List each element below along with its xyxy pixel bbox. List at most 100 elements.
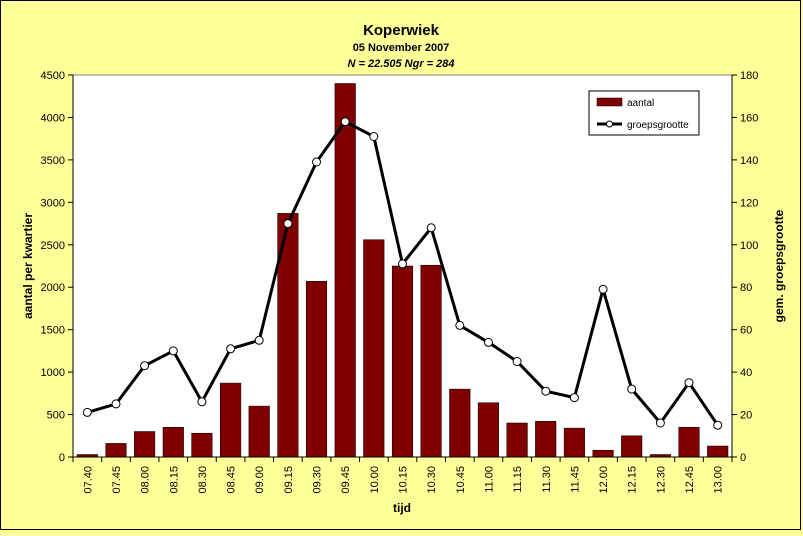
x-tick-label: 07.40: [82, 466, 94, 494]
groepsgrootte-point-11.00: [484, 337, 493, 347]
groepsgrootte-point-13.00: [713, 420, 723, 430]
bar-10.15: [391, 265, 414, 458]
groepsgrootte-point-09.15: [283, 219, 293, 229]
bar-10.00: [363, 239, 385, 458]
x-tick-label: 12.00: [598, 466, 610, 494]
groepsgrootte-point-12.15: [627, 384, 637, 394]
y2-tick-label: 180: [740, 70, 758, 82]
y2-tick-label: 60: [740, 325, 752, 337]
bar-11.15: [506, 422, 528, 458]
groepsgrootte-point-12.00: [598, 284, 608, 294]
y2-tick-label: 100: [740, 240, 758, 252]
y-tick-label: 500: [47, 410, 65, 422]
bar-09.00: [248, 405, 270, 458]
y-tick-label: 2500: [41, 240, 65, 252]
bar-12.15: [621, 435, 643, 458]
groepsgrootte-point-10.45: [455, 320, 465, 330]
groepsgrootte-point-12.45: [684, 378, 694, 388]
legend-swatch-aantal: [596, 97, 623, 107]
groepsgrootte-point-09.00: [254, 335, 264, 345]
groepsgrootte-point-07.40: [82, 407, 92, 417]
y2-tick-label: 140: [740, 155, 758, 167]
groepsgrootte-point-08.00: [140, 361, 150, 371]
groepsgrootte-point-11.30: [541, 386, 551, 396]
x-tick-label: 10.45: [455, 466, 467, 494]
legend-marker-groepsgrootte: [606, 120, 613, 128]
y2-tick-label: 120: [740, 197, 758, 209]
y-tick-label: 4500: [41, 70, 65, 82]
groepsgrootte-point-09.30: [312, 157, 321, 167]
y2-tick-label: 20: [740, 410, 752, 422]
x-tick-label: 07.45: [111, 466, 123, 494]
groepsgrootte-point-08.15: [168, 346, 178, 356]
groepsgrootte-point-08.45: [226, 344, 236, 354]
legend: aantal groepsgrootte: [588, 90, 700, 136]
y-axis-label: aantal per kwartier: [21, 213, 35, 319]
groepsgrootte-point-12.30: [655, 418, 665, 428]
groepsgrootte-point-09.45: [340, 117, 350, 127]
y-tick-label: 3500: [41, 155, 65, 167]
y2-axis-label: gem. groepsgrootte: [772, 209, 786, 322]
bar-11.30: [535, 421, 557, 458]
x-tick-label: 11.45: [569, 466, 581, 493]
bar-11.45: [563, 427, 585, 458]
y-tick-label: 2000: [41, 282, 65, 294]
y2-tick-label: 40: [740, 367, 752, 379]
y-tick-label: 4000: [41, 112, 65, 124]
x-tick-label: 08.15: [168, 466, 180, 494]
groepsgrootte-point-10.15: [398, 259, 407, 269]
y-tick-label: 1500: [41, 325, 65, 337]
x-tick-label: 12.45: [684, 466, 696, 494]
x-tick-label: 11.30: [541, 466, 553, 493]
x-tick-label: 11.00: [484, 466, 496, 493]
bar-09.30: [305, 281, 328, 458]
x-tick-label: 09.15: [283, 466, 295, 494]
chart-title: Koperwiek: [363, 22, 440, 39]
bar-10.45: [449, 388, 471, 458]
groepsgrootte-point-07.45: [111, 399, 121, 409]
bar-08.15: [162, 427, 184, 458]
x-tick-label: 08.00: [140, 466, 152, 494]
legend-label-aantal: aantal: [627, 98, 654, 109]
groepsgrootte-point-08.30: [197, 397, 207, 407]
x-tick-label: 10.30: [426, 466, 438, 494]
line-series: [82, 117, 723, 430]
y-tick-label: 3000: [41, 197, 65, 209]
groepsgrootte-point-11.45: [569, 393, 579, 403]
legend-label-groepsgrootte: groepsgrootte: [627, 120, 689, 131]
bar-10.30: [420, 264, 442, 458]
y-tick-label: 1000: [41, 367, 65, 379]
bar-12.00: [592, 449, 614, 458]
bar-12.45: [678, 427, 700, 458]
axes: 0 500 1000 1500 2000 2500 3000 3500 4000 4500 0 20 4…: [41, 70, 759, 494]
chart-subtitle: 05 November 2007: [353, 42, 450, 54]
groepsgrootte-point-11.15: [512, 357, 522, 366]
groepsgrootte-point-10.00: [369, 132, 379, 141]
x-tick-label: 12.30: [655, 466, 667, 494]
x-tick-label: 10.00: [369, 466, 381, 494]
x-tick-label: 12.15: [627, 466, 639, 494]
y2-tick-label: 0: [740, 452, 746, 464]
y-tick-label: 0: [59, 452, 65, 464]
bar-07.45: [105, 443, 127, 458]
bar-09.45: [334, 83, 356, 458]
x-tick-label: 09.30: [312, 466, 324, 494]
x-axis-label: tijd: [393, 501, 411, 515]
bar-series: [76, 83, 729, 458]
bar-08.30: [191, 432, 213, 458]
x-tick-label: 13.00: [713, 466, 725, 494]
y2-tick-label: 160: [740, 112, 758, 124]
x-tick-label: 08.30: [197, 466, 209, 494]
chart-subtitle-2: N = 22.505 Ngr = 284: [347, 58, 454, 70]
groepsgrootte-point-10.30: [426, 223, 436, 233]
bar-13.00: [707, 445, 729, 458]
bar-08.00: [134, 431, 156, 458]
y2-tick-label: 80: [740, 282, 752, 294]
bar-08.45: [220, 382, 242, 458]
bar-11.00: [477, 402, 499, 458]
x-tick-label: 10.15: [398, 466, 410, 494]
x-tick-label: 09.00: [254, 466, 266, 494]
x-tick-label: 11.15: [512, 466, 524, 493]
